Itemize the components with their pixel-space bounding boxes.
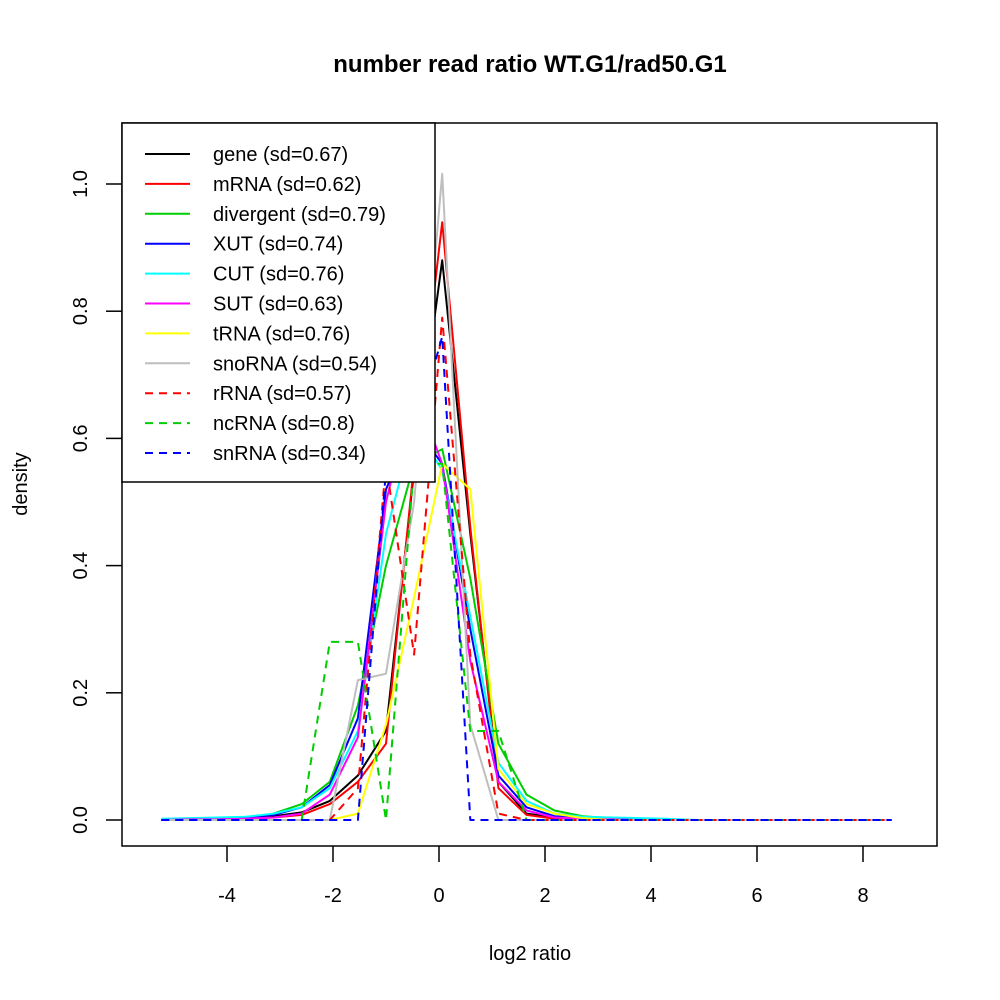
legend: gene (sd=0.67) mRNA (sd=0.62) divergent (s… [121,122,436,483]
legend-label: divergent (sd=0.79) [213,204,386,226]
legend-label: mRNA (sd=0.62) [213,174,361,196]
y-tick-label: 0.0 [70,806,92,834]
legend-label: snoRNA (sd=0.54) [213,353,377,375]
x-tick-label: 8 [857,885,868,907]
y-tick-label: 0.6 [70,424,92,452]
legend-label: XUT (sd=0.74) [213,234,343,256]
legend-label: ncRNA (sd=0.8) [213,413,355,435]
chart-title: number read ratio WT.G1/rad50.G1 [333,51,726,78]
x-tick-label: -2 [324,885,342,907]
legend-label: rRNA (sd=0.57) [213,383,351,405]
legend-label: snRNA (sd=0.34) [213,443,366,465]
x-axis: -4 -2 0 2 4 6 8 [218,845,869,907]
legend-label: CUT (sd=0.76) [213,264,344,286]
x-axis-label: log2 ratio [489,943,571,965]
series-line-ncrna [161,462,892,821]
x-tick-label: 6 [751,885,762,907]
x-tick-label: 2 [539,885,550,907]
series-line-cut [161,424,892,821]
series-line-snrna [161,335,892,821]
series-line-xut [161,424,892,821]
legend-label: gene (sd=0.67) [213,144,348,166]
y-tick-label: 0.4 [70,552,92,580]
y-tick-label: 1.0 [70,170,92,198]
x-tick-label: 4 [645,885,656,907]
series-layer [161,172,892,821]
legend-label: tRNA (sd=0.76) [213,323,350,345]
x-tick-label: -4 [218,885,236,907]
y-axis: 0.0 0.2 0.4 0.6 0.8 1.0 [70,170,122,834]
x-tick-label: 0 [433,885,444,907]
legend-label: SUT (sd=0.63) [213,294,343,316]
series-line-divergent [161,448,892,821]
y-tick-label: 0.2 [70,679,92,707]
y-tick-label: 0.8 [70,297,92,325]
y-axis-label: density [10,452,32,515]
series-line-trna [161,462,892,821]
